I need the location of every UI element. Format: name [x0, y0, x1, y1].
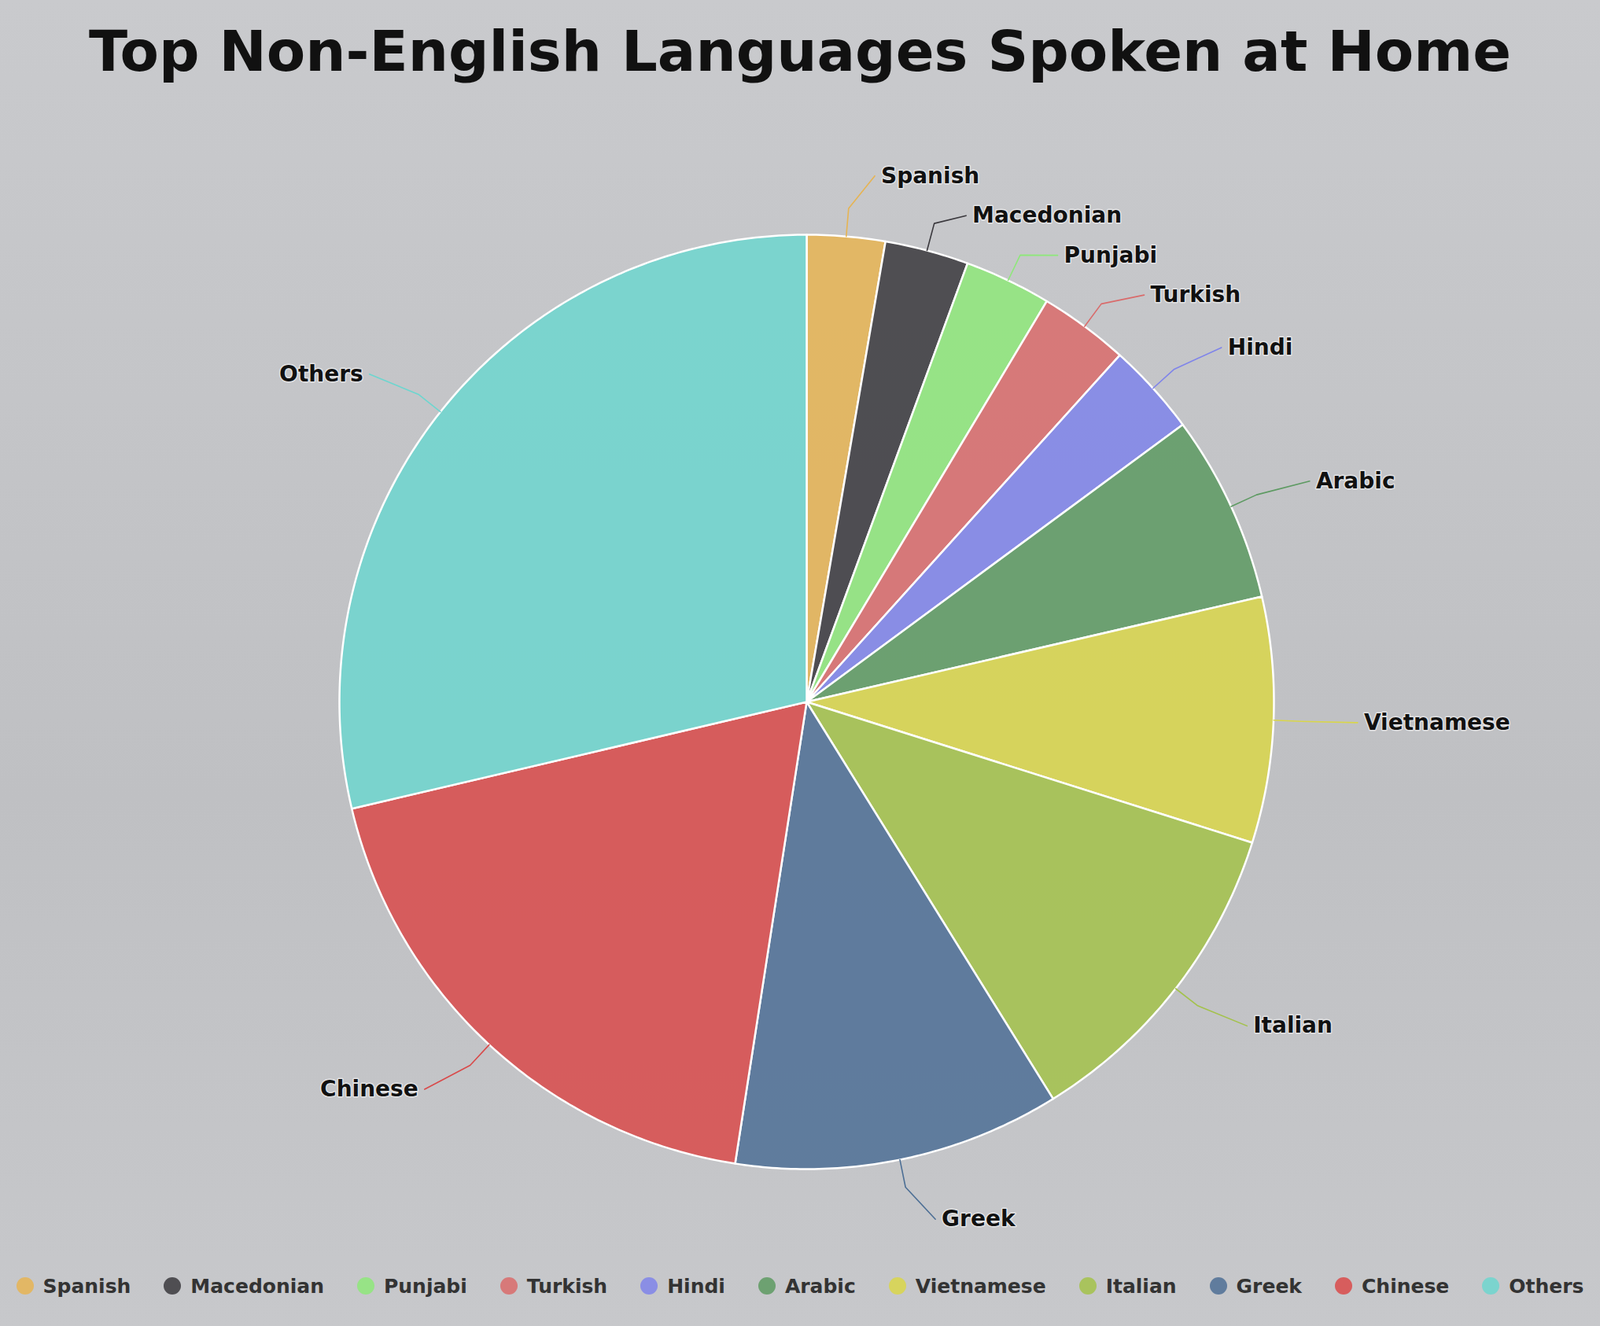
html-text:Chinese: Chinese [1361, 1274, 1450, 1298]
svg-text:Macedonian: Macedonian [972, 202, 1122, 229]
html-text:Italian: Italian [1105, 1274, 1177, 1298]
svg-text:Turkish: Turkish [1150, 281, 1241, 308]
html-text:Vietnamese: Vietnamese [915, 1274, 1046, 1298]
html-text:Greek: Greek [1236, 1274, 1302, 1298]
svg-text:Others: Others [279, 361, 364, 388]
html-text:Macedonian: Macedonian [190, 1274, 325, 1298]
html-text:Others: Others [1508, 1274, 1584, 1298]
svg-text:Vietnamese: Vietnamese [1364, 709, 1511, 736]
html-text:Hindi: Hindi [667, 1274, 726, 1298]
svg-text:Italian: Italian [1253, 1012, 1333, 1039]
svg-text:Hindi: Hindi [1227, 334, 1294, 361]
html-text:Turkish: Turkish [526, 1274, 608, 1298]
svg-text:Arabic: Arabic [1316, 468, 1396, 495]
html-text:Punjabi: Punjabi [383, 1274, 468, 1298]
svg-text:Chinese: Chinese [320, 1076, 419, 1103]
svg-text:Greek: Greek [941, 1205, 1017, 1232]
html-text:Spanish: Spanish [42, 1274, 131, 1298]
html-text:Top Non-English Languages Spok: Top Non-English Languages Spoken at Home [88, 18, 1512, 85]
svg-text:Spanish: Spanish [881, 162, 980, 189]
svg-text:Punjabi: Punjabi [1064, 242, 1158, 269]
html-text:Arabic: Arabic [784, 1274, 856, 1298]
